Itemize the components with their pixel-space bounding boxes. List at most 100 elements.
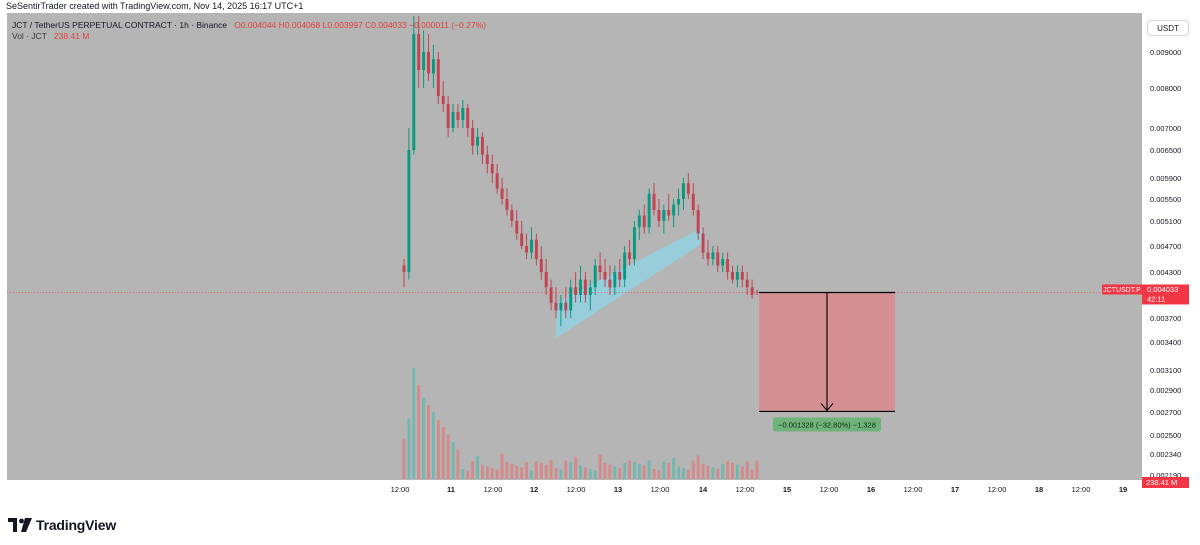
candle-body xyxy=(628,252,631,259)
candle-body xyxy=(701,233,705,253)
price-axis-background[interactable] xyxy=(1142,13,1193,504)
candle-body xyxy=(427,52,430,74)
volume-bar xyxy=(510,463,514,479)
countdown-text: 42:11 xyxy=(1147,294,1165,303)
chart-legend: JCT / TetherUS PERPETUAL CONTRACT · 1h ·… xyxy=(12,20,486,42)
volume-bar xyxy=(525,462,529,479)
volume-bar xyxy=(662,461,666,479)
candle-body xyxy=(525,246,529,253)
candle-body xyxy=(574,287,578,295)
volume-bar xyxy=(569,462,573,479)
time-tick-label: 14 xyxy=(699,485,708,494)
legend-volume-row: Vol · JCT 238.41 M xyxy=(12,31,486,42)
candle-body xyxy=(652,193,656,210)
volume-bar xyxy=(495,469,499,479)
candle-body xyxy=(632,227,636,259)
volume-bar xyxy=(711,467,715,479)
candle-body xyxy=(451,112,455,128)
volume-bar xyxy=(603,463,607,479)
candle-body xyxy=(515,221,519,234)
time-tick-label: 12:00 xyxy=(651,485,670,494)
price-tick-label: 0.002900 xyxy=(1150,386,1181,395)
candle-body xyxy=(579,279,582,295)
attribution-text: SeSentirTrader created with TradingView.… xyxy=(6,1,304,11)
candle-body xyxy=(466,108,470,128)
legend-symbol-row: JCT / TetherUS PERPETUAL CONTRACT · 1h ·… xyxy=(12,20,486,31)
volume-bar xyxy=(637,463,641,479)
time-tick-label: 13 xyxy=(614,485,622,494)
position-label-text: −0.001328 (−32.80%) −1,328 xyxy=(778,420,876,429)
candle-body xyxy=(726,259,730,272)
volume-bar xyxy=(476,456,480,479)
volume-bar xyxy=(667,463,671,479)
candle-body xyxy=(603,272,607,280)
candle-body xyxy=(402,265,406,272)
candle-body xyxy=(755,291,759,293)
time-tick-label: 15 xyxy=(783,485,791,494)
price-tick-label: 0.008000 xyxy=(1150,84,1181,93)
time-axis-background[interactable] xyxy=(7,480,1142,504)
volume-bar xyxy=(500,453,504,479)
candle-body xyxy=(510,210,514,221)
candle-body xyxy=(672,204,676,216)
volume-bar xyxy=(451,442,455,479)
volume-bar xyxy=(520,467,524,479)
legend-ohlc: O0.004044 H0.004068 L0.003997 C0.004033 … xyxy=(234,20,486,30)
legend-volume-value: 238.41 M xyxy=(53,31,90,41)
candle-body xyxy=(480,136,484,155)
volume-bar xyxy=(740,466,744,479)
volume-bar xyxy=(544,464,548,479)
volume-bar xyxy=(588,468,592,479)
time-tick-label: 17 xyxy=(951,485,959,494)
volume-bar xyxy=(598,454,602,479)
candle-body xyxy=(598,265,602,272)
candle-body xyxy=(456,112,460,120)
chart-pane[interactable]: 0.009000 0.008000 0.007000 0.006500 0.005900… xyxy=(7,13,1193,504)
candle-body xyxy=(505,199,509,210)
volume-tag-text: 238.41 M xyxy=(1146,478,1177,487)
volume-bar xyxy=(480,464,484,479)
symbol-tag xyxy=(1102,284,1142,295)
volume-bar xyxy=(593,470,597,479)
candle-body xyxy=(667,210,671,216)
parallel-channel[interactable] xyxy=(555,227,704,338)
volume-bar xyxy=(466,470,470,479)
price-chart-svg[interactable]: 0.009000 0.008000 0.007000 0.006500 0.005900… xyxy=(7,13,1193,504)
candle-body xyxy=(593,265,597,288)
volume-bar xyxy=(745,461,749,479)
candle-body xyxy=(588,287,592,295)
candle-body xyxy=(554,302,558,311)
candle-body xyxy=(422,52,426,70)
price-tick-label: 0.002340 xyxy=(1150,450,1181,459)
candle-body xyxy=(681,183,685,199)
volume-bar xyxy=(436,419,440,479)
candle-body xyxy=(407,150,411,272)
volume-bar xyxy=(422,397,426,479)
volume-bar xyxy=(726,461,730,479)
volume-bar xyxy=(530,470,533,479)
volume-bar xyxy=(407,418,411,479)
candle-body xyxy=(637,215,641,228)
price-tick-label: 0.003700 xyxy=(1150,314,1181,323)
candle-body xyxy=(677,199,681,205)
volume-bar xyxy=(471,461,475,479)
candle-body xyxy=(721,259,725,266)
candle-body xyxy=(495,173,499,189)
volume-bar xyxy=(642,465,646,479)
currency-button[interactable]: USDT xyxy=(1147,20,1189,36)
candle-body xyxy=(476,136,480,146)
tradingview-logo[interactable]: TradingView xyxy=(8,514,116,536)
candle-body xyxy=(608,279,612,288)
candle-body xyxy=(716,252,720,266)
candle-body xyxy=(490,164,494,174)
time-tick-label: 11 xyxy=(447,485,455,494)
candle-body xyxy=(436,59,440,96)
volume-bar xyxy=(716,468,720,479)
candle-body xyxy=(731,272,734,280)
price-tick-label: 0.004700 xyxy=(1150,242,1181,251)
volume-bar xyxy=(456,449,460,479)
volume-bar xyxy=(446,434,450,479)
time-tick-label: 19 xyxy=(1119,485,1127,494)
candle-body xyxy=(647,193,651,228)
price-tick-label: 0.005100 xyxy=(1150,217,1181,226)
